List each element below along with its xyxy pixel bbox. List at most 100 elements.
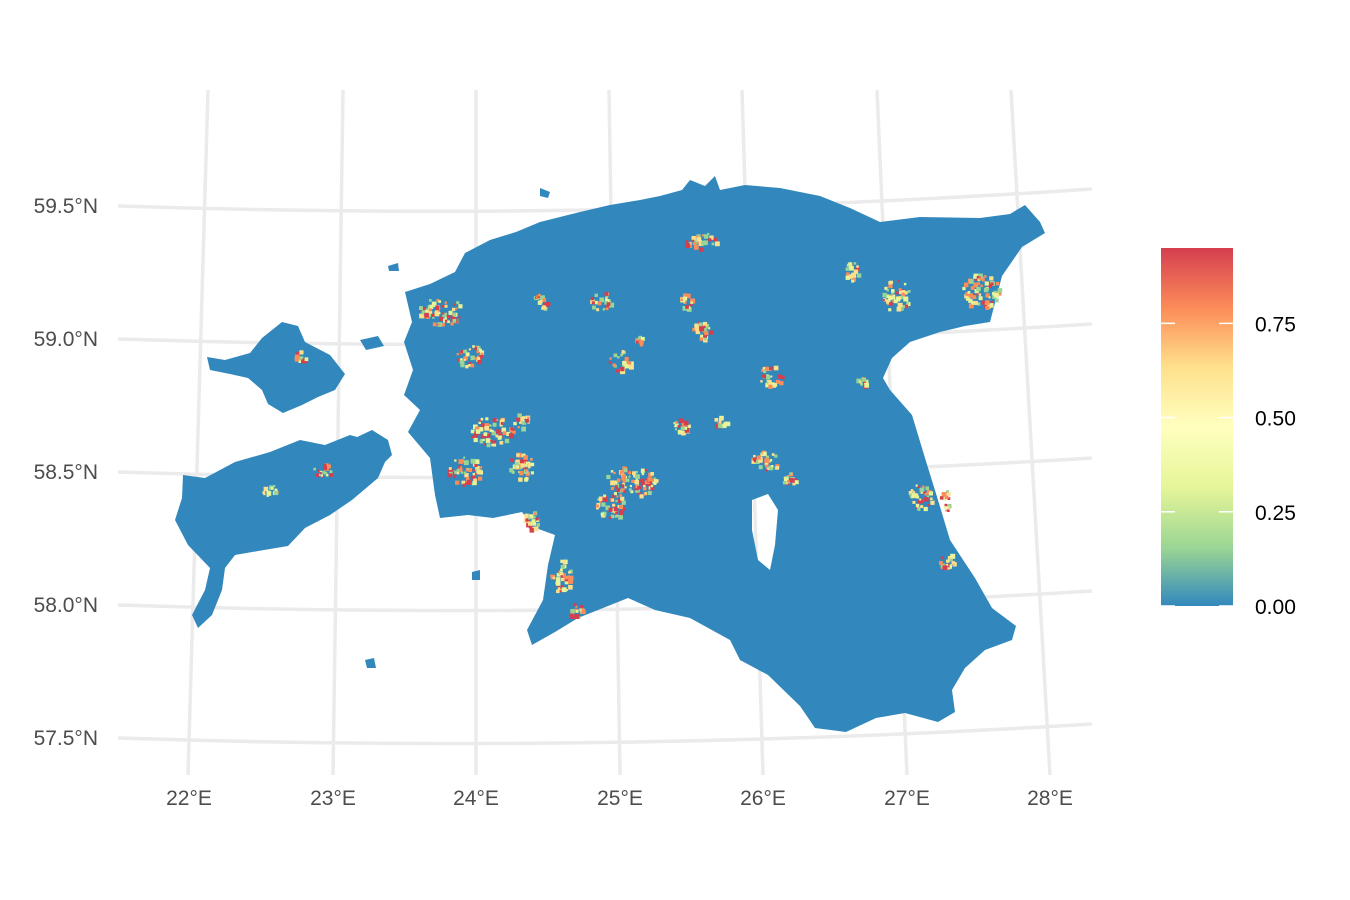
hotspot-cell [685, 240, 689, 244]
hotspot-cell [622, 482, 625, 486]
hotspot-cell [313, 467, 316, 471]
hotspot-cell [917, 508, 921, 511]
hotspot-cell [977, 302, 981, 306]
hotspot-cell [456, 353, 459, 356]
hotspot-cell [492, 440, 497, 445]
legend-colorbar [1161, 248, 1233, 606]
lat-tick-label: 57.5°N [34, 727, 98, 750]
hotspot-cell [470, 429, 475, 434]
hotspot-cell [568, 575, 574, 581]
hotspot-cell [635, 485, 639, 489]
hotspot-cell [985, 300, 990, 305]
hotspot-cell [642, 487, 647, 491]
hotspot-cell [765, 464, 769, 468]
hotspot-cell [575, 605, 578, 608]
hotspot-cell [523, 453, 526, 456]
hotspot-cell [968, 303, 974, 309]
hotspot-cell [468, 364, 471, 367]
lat-tick-label: 59.5°N [34, 195, 98, 218]
hotspot-cell [642, 481, 647, 487]
hotspot-cell [692, 239, 695, 242]
hotspot-cell [491, 443, 494, 447]
hotspot-cell [683, 296, 688, 301]
hotspot-cell [561, 577, 565, 582]
hotspot-cell [569, 569, 573, 574]
hotspot-cell [888, 284, 893, 289]
hotspot-cell [851, 276, 856, 282]
hotspot-cell [849, 275, 853, 279]
hotspot-cell [680, 298, 684, 302]
hotspot-cell [477, 346, 481, 351]
hotspot-cell [783, 476, 786, 479]
hotspot-cell [262, 491, 266, 494]
hotspot-cell [560, 568, 563, 572]
hotspot-cell [458, 316, 461, 319]
lat-tick-label: 58.5°N [34, 461, 98, 484]
hotspot-cell [504, 438, 510, 444]
hotspot-cell [977, 282, 980, 285]
hotspot-cell [465, 365, 469, 369]
hotspot-cell [479, 350, 485, 355]
hotspot-cell [619, 493, 622, 497]
hotspot-cell [765, 383, 770, 388]
hotspot-cell [940, 566, 943, 570]
hotspot-cell [862, 377, 867, 382]
hotspot-cell [993, 290, 997, 294]
hotspot-cell [703, 234, 709, 239]
hotspot-cell [556, 572, 561, 577]
hotspot-cell [464, 473, 469, 478]
hotspot-cell [893, 299, 898, 304]
hotspot-cell [674, 428, 677, 431]
hotspot-cell [479, 466, 483, 469]
hotspot-cell [582, 608, 585, 611]
hotspot-cell [522, 458, 528, 464]
hotspot-cell [561, 587, 567, 593]
hotspot-cell [753, 454, 756, 458]
hotspot-cell [470, 475, 475, 480]
hotspot-cell [677, 425, 681, 428]
hotspot-cell [964, 294, 969, 299]
hotspot-cell [983, 287, 989, 293]
hotspot-cell [989, 276, 994, 281]
hotspot-cell [491, 429, 494, 433]
hotspot-cell [317, 469, 320, 472]
hotspot-cell [460, 358, 463, 361]
hotspot-cell [475, 466, 480, 471]
hotspot-cell [621, 500, 626, 505]
hotspot-cell [444, 319, 448, 323]
hotspot-cell [641, 472, 645, 476]
hotspot-cell [684, 427, 688, 430]
hotspot-cell [699, 247, 704, 252]
hotspot-cell [613, 492, 617, 496]
hotspot-cell [476, 350, 479, 354]
hotspot-cell [644, 468, 648, 472]
hotspot-cell [713, 237, 718, 242]
hotspot-cell [909, 493, 913, 497]
hotspot-cell [438, 300, 441, 303]
hotspot-cell [432, 302, 437, 308]
hotspot-cell [689, 245, 692, 248]
hotspot-cell [945, 509, 948, 512]
hotspot-cell [951, 561, 956, 565]
hotspot-cell [685, 243, 691, 248]
hotspot-cell [480, 352, 484, 356]
hotspot-cell [624, 364, 629, 369]
hotspot-cell [994, 292, 999, 298]
hotspot-cell [947, 564, 952, 569]
hotspot-cell [432, 322, 437, 327]
hotspot-cell [930, 500, 935, 505]
hotspot-cell [647, 481, 653, 487]
hotspot-cell [323, 466, 328, 471]
hotspot-cell [785, 481, 788, 485]
hotspot-cell [882, 292, 887, 298]
hotspot-cell [965, 297, 969, 301]
hotspot-cell [768, 366, 773, 371]
hotspot-cell [453, 475, 457, 478]
legend: 0.75 0.50 0.25 0.00 [1161, 248, 1296, 619]
lon-tick-label: 27°E [884, 787, 930, 810]
hotspot-cell [490, 439, 493, 442]
hotspot-cell [492, 418, 497, 423]
hotspot-cell [947, 492, 951, 496]
hotspot-cell [480, 417, 484, 421]
hotspot-cell [647, 490, 652, 495]
